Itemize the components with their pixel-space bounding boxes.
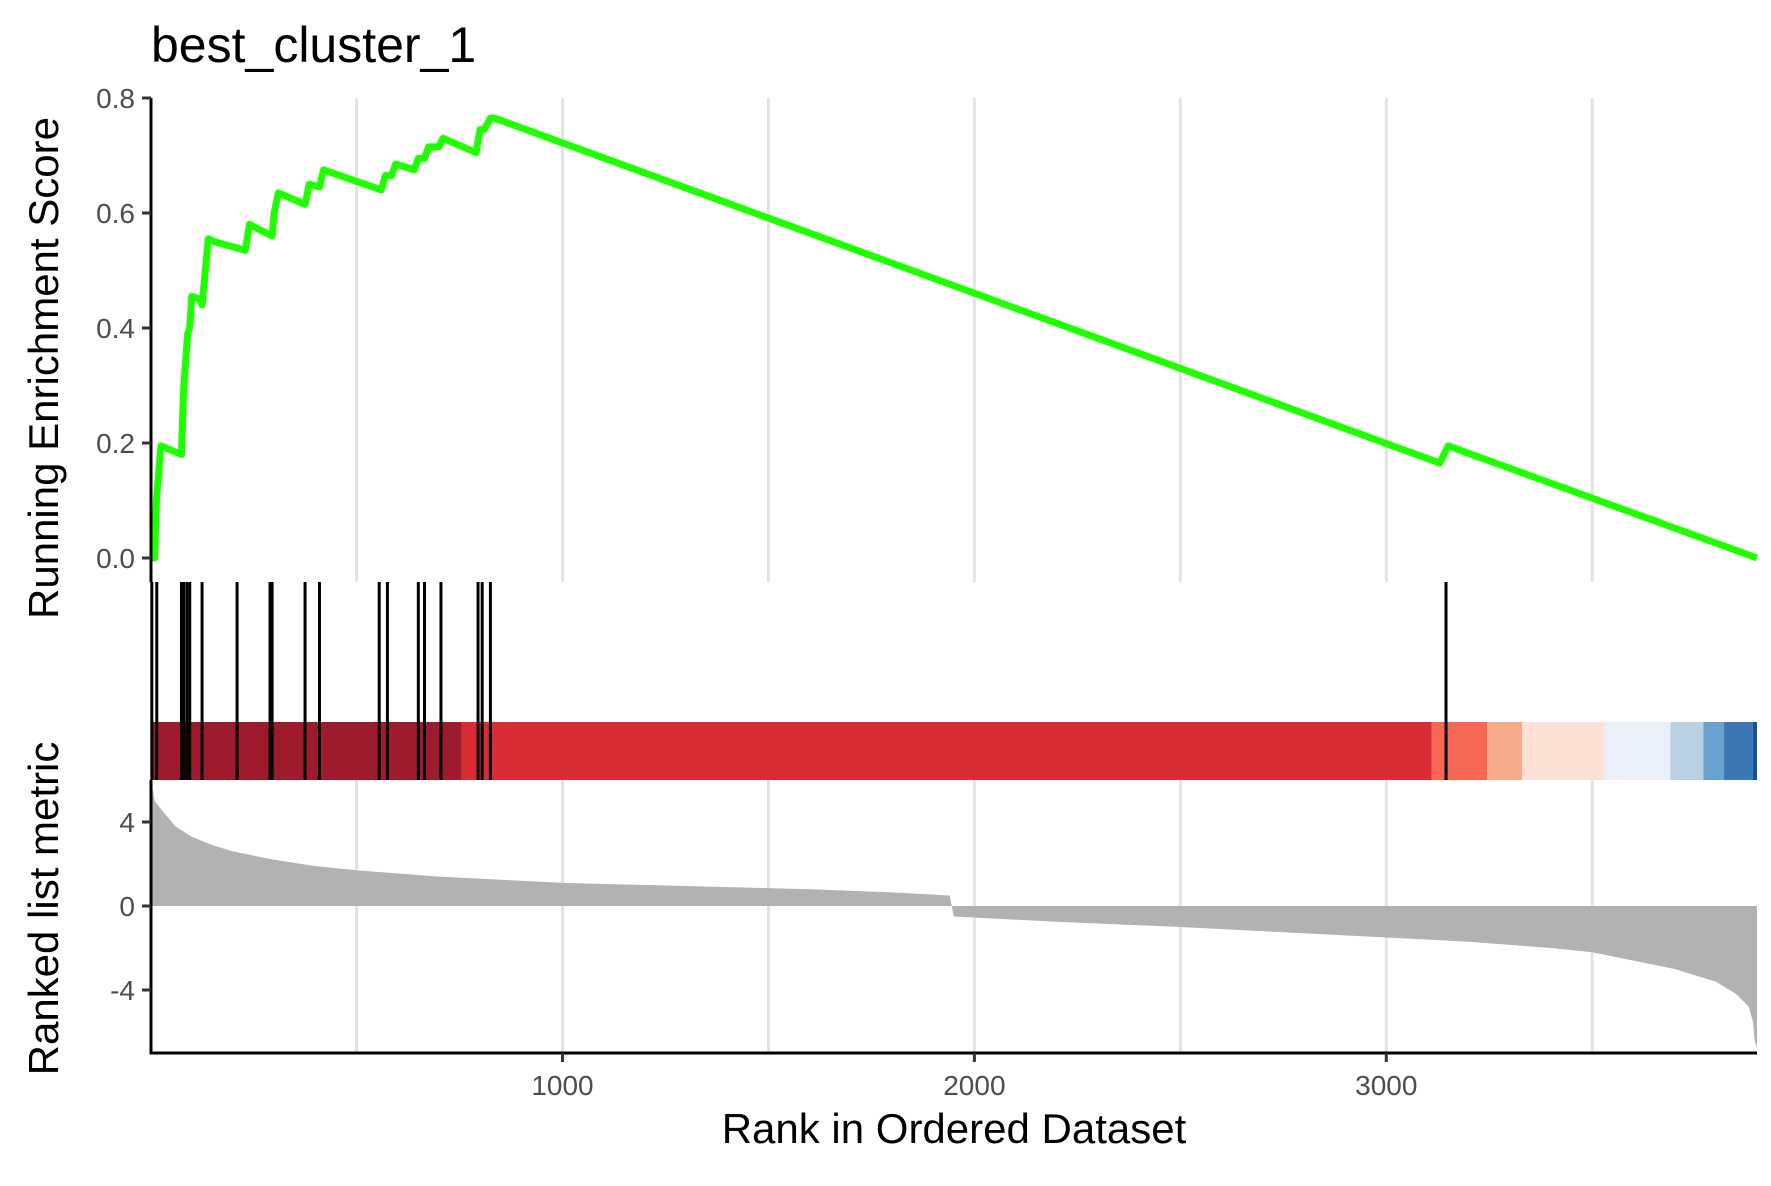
enrichment-y-tick-label-1: 0.2 [96, 428, 135, 459]
heatmap-segment-2 [1431, 722, 1488, 780]
ranked-y-axis-title: Ranked list metric [20, 742, 67, 1076]
heatmap-segment-3 [1487, 722, 1523, 780]
heatmap-segment-1 [461, 722, 1432, 780]
enrichment-score-line-0 [151, 114, 1759, 562]
x-axis-title: Rank in Ordered Dataset [722, 1105, 1187, 1152]
heatmap-segment-7 [1703, 722, 1725, 780]
x-tick-label-1: 2000 [943, 1070, 1005, 1101]
ranked-y-tick-label-1: 0 [119, 891, 135, 922]
chart-title: best_cluster_1 [151, 17, 476, 73]
x-tick-label-2: 3000 [1355, 1070, 1417, 1101]
enrichment-y-tick-label-0: 0.0 [96, 543, 135, 574]
heatmap-segment-9 [1752, 722, 1757, 780]
enrichment-y-tick-label-4: 0.8 [96, 83, 135, 114]
heatmap-segment-8 [1724, 722, 1753, 780]
ranked-metric-area [151, 780, 1757, 1047]
enrichment-y-tick-label-2: 0.4 [96, 313, 135, 344]
heatmap-segment-6 [1670, 722, 1704, 780]
ranked-y-tick-label-2: -4 [110, 975, 135, 1006]
enrichment-y-tick-label-3: 0.6 [96, 198, 135, 229]
enrichment-y-axis-title: Running Enrichment Score [20, 117, 67, 619]
heatmap-segment-5 [1604, 722, 1671, 780]
ranked-y-tick-label-0: 4 [119, 807, 135, 838]
heatmap-segment-4 [1522, 722, 1605, 780]
x-tick-label-0: 1000 [531, 1070, 593, 1101]
